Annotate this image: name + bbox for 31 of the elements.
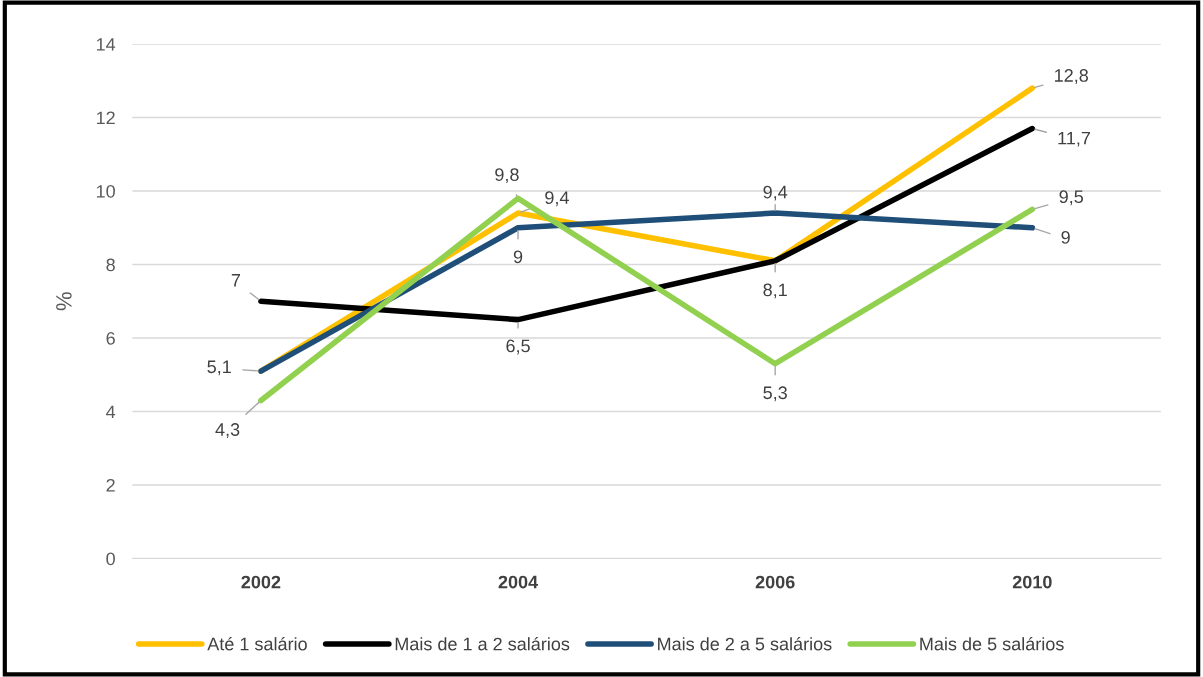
data-label: 7 xyxy=(231,274,241,287)
y-tick-label: 6 xyxy=(106,331,115,345)
legend-label: Mais de 5 salários xyxy=(920,636,1064,651)
data-label: 9,8 xyxy=(495,168,519,184)
data-label: 9,4 xyxy=(763,185,788,201)
x-tick-label: 2004 xyxy=(498,575,539,589)
y-axis-title: % xyxy=(56,292,72,311)
legend-label: Até 1 salário xyxy=(207,636,307,651)
y-tick-label: 14 xyxy=(96,38,116,51)
data-label: 5,1 xyxy=(207,360,231,376)
x-tick-label: 2006 xyxy=(755,575,795,589)
x-tick-label: 2002 xyxy=(241,575,281,589)
data-label: 9 xyxy=(1061,230,1070,244)
data-label: 5,3 xyxy=(763,386,787,402)
y-tick-label: 8 xyxy=(106,258,115,272)
data-label: 12,8 xyxy=(1055,69,1088,84)
data-label: 6,5 xyxy=(506,339,530,355)
y-tick-label: 4 xyxy=(106,405,116,419)
y-tick-label: 0 xyxy=(106,552,115,566)
legend-label: Mais de 2 a 5 salários xyxy=(658,636,832,651)
y-tick-label: 10 xyxy=(96,184,115,198)
x-tick-label: 2010 xyxy=(1012,575,1052,589)
data-label: 8,1 xyxy=(763,283,787,299)
data-label: 9,5 xyxy=(1059,190,1084,206)
y-tick-label: 12 xyxy=(96,111,115,125)
data-label: 11,7 xyxy=(1058,131,1090,147)
y-tick-label: 2 xyxy=(106,478,115,492)
data-label: 4,3 xyxy=(215,423,240,439)
data-label: 9,4 xyxy=(545,191,569,207)
data-label: 9 xyxy=(513,250,523,264)
legend-label: Mais de 1 a 2 salários xyxy=(395,636,570,651)
